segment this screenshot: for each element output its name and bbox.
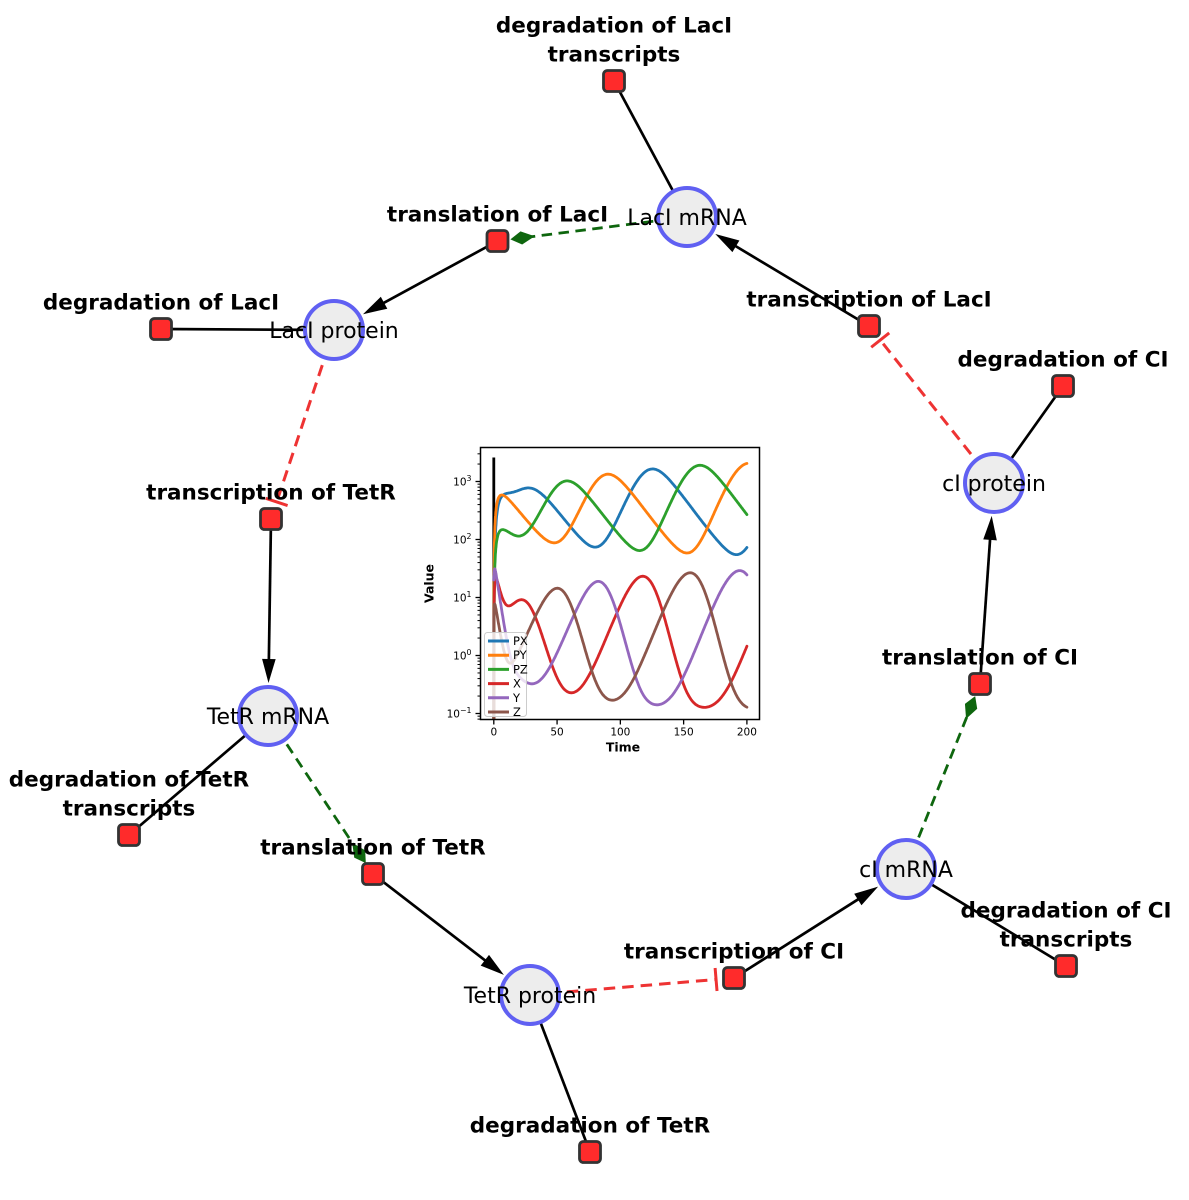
reaction-label-translation_laci: translation of LacI bbox=[387, 203, 608, 228]
species-node-laci_mrna bbox=[656, 186, 718, 248]
reaction-node-deg_ci_tx bbox=[1054, 954, 1078, 978]
reaction-label-transcription_ci: transcription of CI bbox=[624, 940, 844, 965]
species-node-tetr_mrna bbox=[237, 685, 299, 747]
node-labels-layer: degradation of LacI transcripts translatio… bbox=[9, 14, 1172, 1139]
reaction-label-deg_tetr_tx-line1: degradation of TetR bbox=[9, 768, 250, 793]
legend-label-Z: Z bbox=[513, 705, 521, 719]
reaction-label-deg_laci_tx-line2: transcripts bbox=[548, 43, 681, 68]
reaction-node-transcription_tetr bbox=[259, 507, 283, 531]
edge-inhibition-laci_protein-to-transcription_tetr-tbar bbox=[265, 496, 289, 507]
legend-label-PY: PY bbox=[513, 648, 528, 662]
edge-inhibition-tetr_protein-to-transcription_ci-tbar bbox=[713, 967, 719, 992]
reaction-label-translation_ci: translation of CI bbox=[882, 646, 1078, 671]
x-tick-label: 100 bbox=[610, 726, 630, 738]
reaction-label-translation_tetr: translation of TetR bbox=[260, 836, 486, 861]
y-tick-label: 103 bbox=[453, 474, 471, 489]
species-label-tetr_protein: TetR protein bbox=[463, 984, 596, 1009]
edge-production-translation_ci-to-ci_protein bbox=[978, 537, 992, 685]
reaction-label-transcription_tetr: transcription of TetR bbox=[146, 481, 396, 506]
reaction-node-deg_ci bbox=[1051, 374, 1075, 398]
edge-modifier-laci_mrna-to-translation_laci-arrowhead bbox=[510, 231, 535, 245]
edge-modifier-ci_mrna-to-translation_ci-arrowhead bbox=[964, 696, 978, 719]
legend-box bbox=[484, 632, 527, 717]
legend-label-PX: PX bbox=[513, 634, 528, 648]
species-label-ci_protein: cI protein bbox=[942, 472, 1046, 497]
edge-production-translation_tetr-to-tetr_protein bbox=[372, 872, 488, 963]
reaction-label-transcription_laci: transcription of LacI bbox=[746, 288, 991, 313]
species-node-ci_mrna bbox=[875, 838, 937, 900]
reaction-node-deg_laci bbox=[149, 317, 173, 341]
reaction-label-deg_ci_tx-line1: degradation of CI bbox=[961, 899, 1172, 924]
edge-production-translation_laci-to-laci_protein bbox=[381, 239, 499, 305]
y-tick-label: 100 bbox=[453, 648, 471, 663]
species-label-laci_mrna: LacI mRNA bbox=[627, 206, 747, 231]
curve-X bbox=[492, 574, 749, 720]
species-nodes-layer bbox=[237, 186, 1025, 1026]
species-node-ci_protein bbox=[963, 452, 1025, 514]
y-tick-label: 10−1 bbox=[447, 706, 472, 721]
edge-production-transcription_laci-to-laci_mrna-arrowhead bbox=[715, 233, 740, 253]
curve-PX bbox=[492, 467, 749, 720]
reaction-label-deg_tetr: degradation of TetR bbox=[470, 1114, 711, 1139]
reaction-label-deg_ci_tx-line2: transcripts bbox=[1000, 928, 1133, 953]
edge-inhibition-ci_protein-to-transcription_laci-tbar bbox=[870, 331, 891, 349]
edge-inhibition-ci_protein-to-transcription_laci bbox=[879, 339, 996, 484]
edge-inhibition-laci_protein-to-transcription_tetr bbox=[275, 329, 336, 503]
y-axis-label: Value bbox=[422, 564, 437, 603]
edge-modifier-tetr_mrna-to-translation_tetr-arrowhead bbox=[352, 842, 366, 864]
reaction-node-deg_laci_tx bbox=[602, 69, 626, 93]
x-tick-label: 200 bbox=[737, 726, 757, 738]
x-tick-label: 50 bbox=[550, 726, 563, 738]
reaction-label-deg_laci: degradation of LacI bbox=[43, 291, 279, 316]
species-label-ci_mrna: cI mRNA bbox=[859, 858, 953, 883]
species-node-tetr_protein bbox=[499, 964, 561, 1026]
edge-production-translation_tetr-to-tetr_protein-arrowhead bbox=[480, 954, 504, 975]
inset-plot: 0 50 100 150 20010310210110010−1TimeValuePXP… bbox=[422, 446, 761, 755]
edge-modifier-tetr_mrna-to-translation_tetr bbox=[266, 715, 366, 862]
reaction-node-translation_tetr bbox=[361, 862, 385, 886]
reaction-node-transcription_ci bbox=[722, 966, 746, 990]
reaction-node-translation_ci bbox=[968, 672, 992, 696]
x-axis-label: Time bbox=[606, 740, 640, 755]
curve-PZ bbox=[492, 463, 749, 720]
edge-production-transcription_laci-to-laci_mrna bbox=[733, 244, 870, 328]
edge-modifier-ci_mrna-to-translation_ci bbox=[904, 698, 976, 870]
reaction-node-translation_laci bbox=[485, 229, 510, 253]
x-tick-label: 150 bbox=[674, 726, 694, 738]
edge-consumption-ci_mrna-to-deg_ci_tx bbox=[905, 867, 1067, 968]
species-label-tetr_mrna: TetR mRNA bbox=[206, 705, 329, 730]
edge-production-transcription_tetr-to-tetr_mrna-arrowhead bbox=[262, 658, 276, 684]
reaction-nodes-layer bbox=[117, 69, 1078, 1164]
edge-production-transcription_tetr-to-tetr_mrna bbox=[267, 518, 273, 662]
x-tick-label: 0 bbox=[490, 726, 497, 738]
edge-production-transcription_ci-to-ci_mrna-arrowhead bbox=[854, 886, 879, 906]
edge-inhibition-tetr_protein-to-transcription_ci bbox=[529, 977, 717, 997]
legend-label-Y: Y bbox=[512, 691, 521, 705]
y-tick-label: 102 bbox=[453, 532, 471, 547]
edge-production-translation_ci-to-ci_protein-arrowhead bbox=[983, 515, 997, 541]
curve-PY bbox=[492, 462, 749, 720]
legend-label-PZ: PZ bbox=[513, 662, 528, 676]
reaction-node-deg_tetr bbox=[578, 1140, 602, 1164]
y-tick-label: 101 bbox=[453, 590, 471, 605]
species-node-laci_protein bbox=[303, 299, 365, 361]
reaction-label-deg_tetr_tx-line2: transcripts bbox=[63, 797, 196, 822]
reaction-label-deg_laci_tx-line1: degradation of LacI bbox=[496, 14, 732, 39]
edge-production-transcription_ci-to-ci_mrna bbox=[733, 897, 861, 980]
reaction-node-transcription_laci bbox=[857, 314, 881, 338]
legend-label-X: X bbox=[513, 677, 521, 691]
edge-modifier-laci_mrna-to-translation_laci bbox=[513, 215, 688, 241]
edge-production-translation_laci-to-laci_protein-arrowhead bbox=[362, 296, 388, 315]
species-label-laci_protein: LacI protein bbox=[269, 319, 399, 344]
reaction-label-deg_ci: degradation of CI bbox=[958, 348, 1169, 373]
reaction-node-deg_tetr_tx bbox=[117, 823, 141, 847]
